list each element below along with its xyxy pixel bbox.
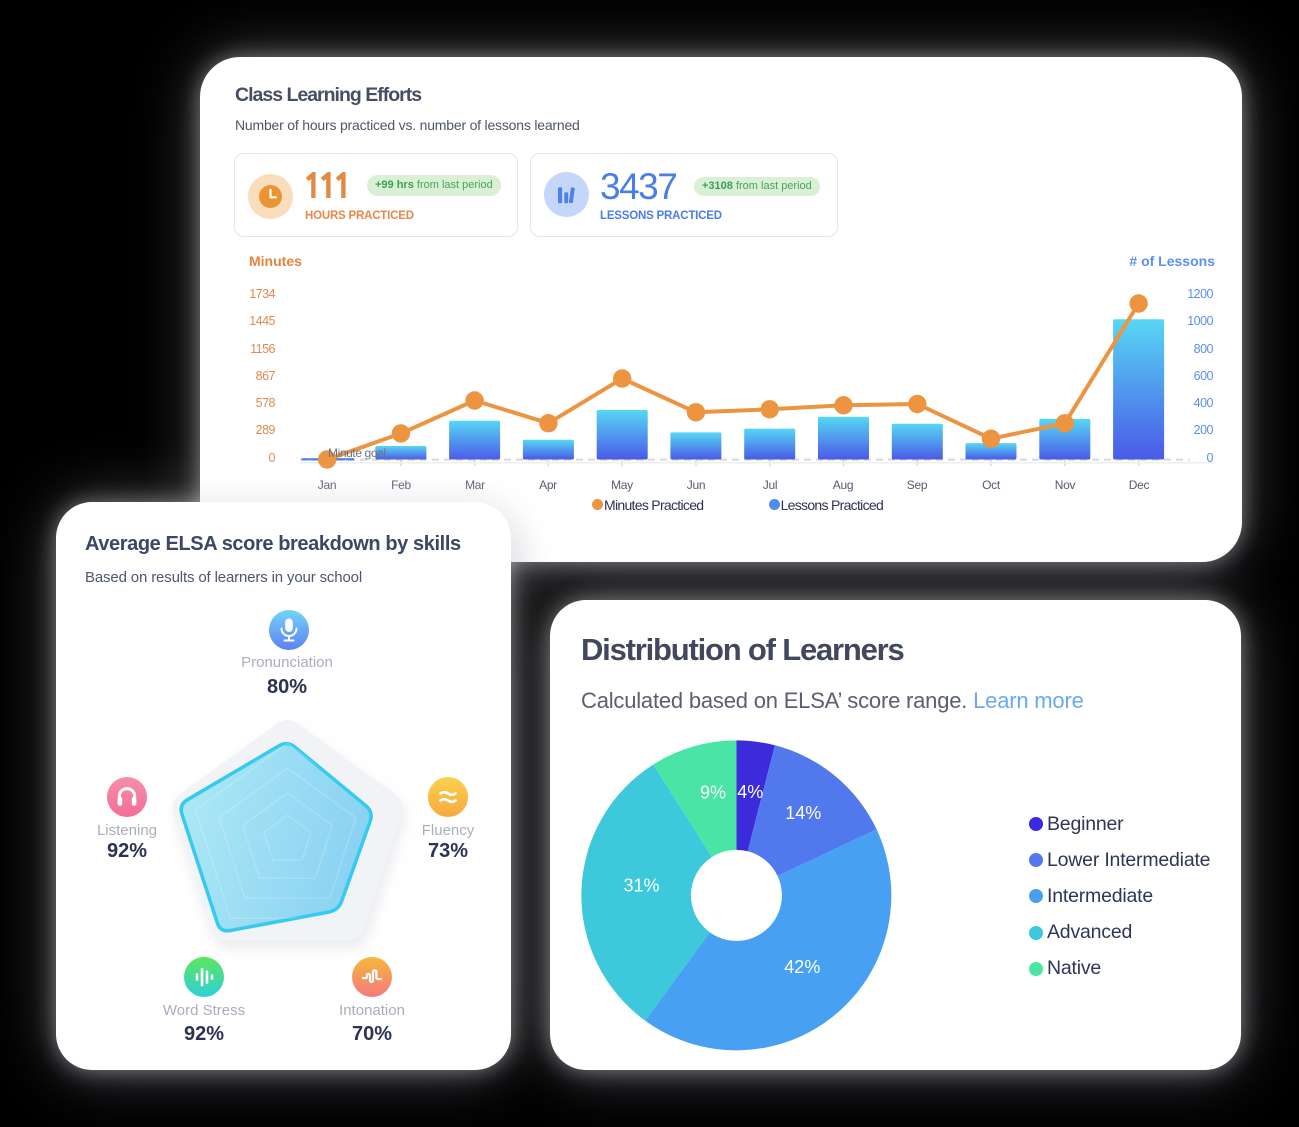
- svg-text:4%: 4%: [737, 782, 763, 802]
- svg-text:31%: 31%: [624, 876, 660, 896]
- svg-text:42%: 42%: [784, 957, 820, 977]
- svg-text:14%: 14%: [785, 803, 821, 823]
- svg-text:9%: 9%: [700, 783, 726, 803]
